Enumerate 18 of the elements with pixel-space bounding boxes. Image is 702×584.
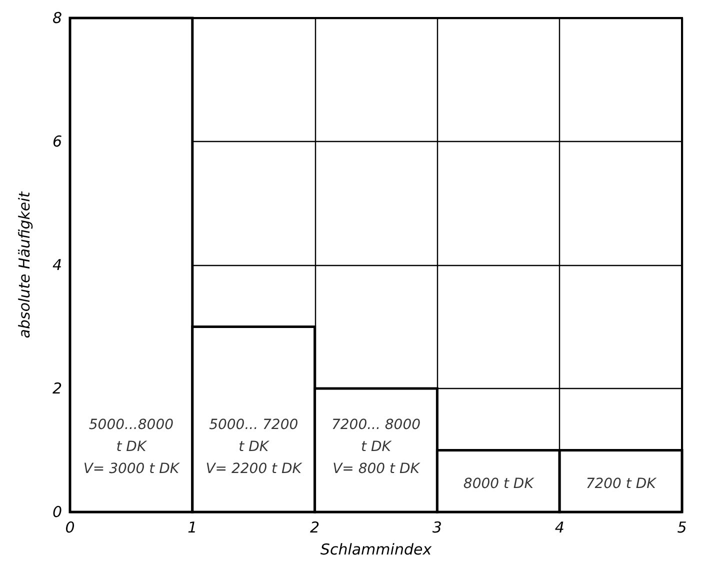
annotation: 5000... 7200 t DK V= 2200 t DK bbox=[206, 417, 304, 478]
annotation: 5000...8000 t DK V= 3000 t DK bbox=[83, 417, 181, 478]
y-tick-label: 0 bbox=[52, 503, 62, 521]
annotation: 7200 t DK bbox=[586, 476, 658, 492]
x-tick-label: 3 bbox=[432, 518, 442, 536]
y-tick-label: 4 bbox=[52, 256, 62, 274]
x-tick-label: 0 bbox=[65, 518, 75, 536]
y-tick-label: 2 bbox=[52, 380, 62, 398]
x-tick-label: 4 bbox=[554, 518, 564, 536]
x-tick-label: 5 bbox=[677, 518, 687, 536]
x-tick-label: 1 bbox=[188, 518, 198, 536]
y-tick-label: 8 bbox=[52, 9, 62, 27]
y-axis-title: absolute Häufigkeit bbox=[16, 190, 34, 338]
y-tick-label: 6 bbox=[52, 132, 62, 150]
annotation: 8000 t DK bbox=[463, 476, 536, 492]
x-axis-title: Schlammindex bbox=[320, 540, 432, 558]
annotation: 7200... 8000 t DK V= 800 t DK bbox=[331, 417, 422, 478]
x-tick-label: 2 bbox=[310, 518, 320, 536]
